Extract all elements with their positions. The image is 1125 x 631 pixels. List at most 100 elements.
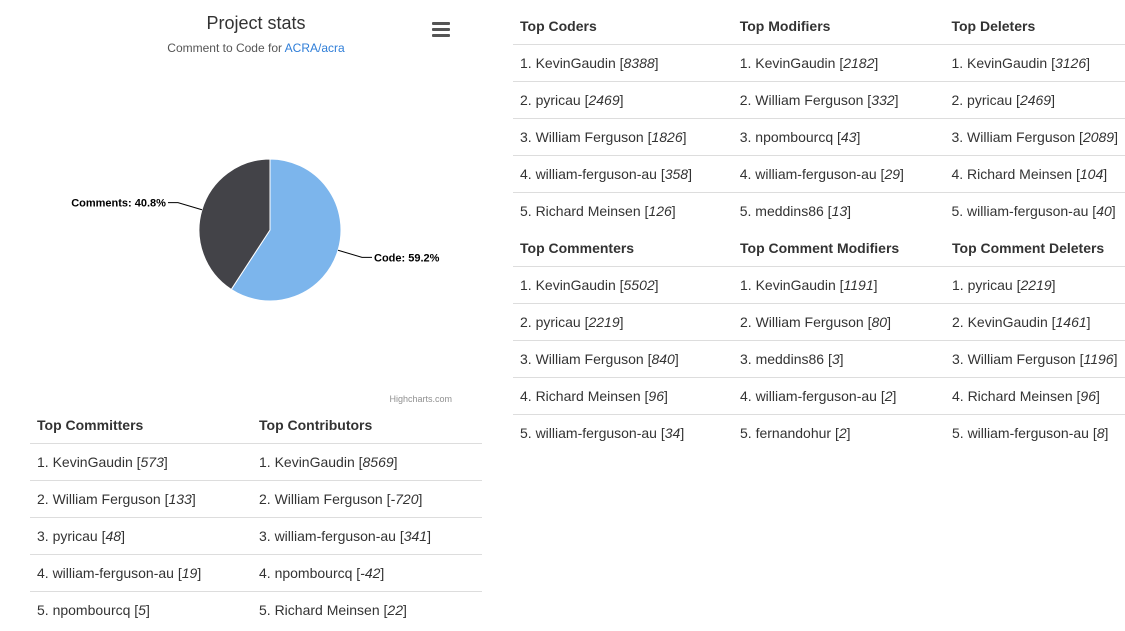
table-row: 3. William Ferguson [ 1826] 3. npombourcq … (513, 118, 1125, 156)
table-cell: 5. fernandohur [2] (733, 414, 945, 451)
count-value: 29 (884, 166, 901, 182)
count-value: 43 (840, 129, 857, 145)
table-cell: 2. pyricau [2219] (513, 303, 733, 341)
table-row: 5. william-ferguson-au [34] 5. fernandohu… (513, 414, 1125, 451)
header-top-coders: Top Coders (513, 7, 733, 45)
rank-name: 4. npombourcq [ (259, 565, 361, 581)
committers-table: Top Committers Top Contributors 1. Kevin… (30, 406, 482, 628)
rank-name: 5. william-ferguson-au [ (520, 425, 665, 441)
table-cell: 3. William Ferguson [2089] (944, 118, 1125, 156)
rank-name: 4. Richard Meinsen [ (951, 166, 1080, 182)
count-value: 40 (1096, 203, 1112, 219)
table-cell: 5. william-ferguson-au [8] (945, 414, 1125, 451)
bracket: ] (680, 425, 685, 441)
hamburger-icon-bar (432, 22, 450, 25)
rank-name: 5. william-ferguson-au [ (952, 425, 1097, 441)
rank-name: 3. npombourcq [ (739, 129, 841, 145)
rank-name: 1. KevinGaudin [ (259, 454, 363, 470)
rank-name: 5. fernandohur [ (740, 425, 839, 441)
rank-name: 5. william-ferguson-au [ (951, 203, 1097, 219)
table-cell: 1. KevinGaudin [5502] (513, 267, 733, 304)
hamburger-icon-bar (432, 28, 450, 31)
table-row: 3. William Ferguson [840] 3. meddins86 [3… (513, 340, 1125, 378)
table-row: 4. william-ferguson-au [358] 4. william-f… (513, 155, 1125, 193)
rank-name: 2. William Ferguson [ (259, 491, 391, 507)
rank-name: 4. william-ferguson-au [ (37, 565, 182, 581)
chart-menu-button[interactable] (432, 22, 450, 38)
count-value: 8388 (623, 55, 655, 71)
bracket: ] (1086, 55, 1091, 71)
bracket: ] (894, 92, 899, 108)
table-row: 1. KevinGaudin [573] 1. KevinGaudin [8569… (30, 444, 482, 481)
table-row: 5. npombourcq [5] 5. Richard Meinsen [22] (30, 591, 482, 628)
bracket: ] (846, 425, 851, 441)
table-cell: 3. pyricau [48] (30, 517, 252, 555)
count-value: 22 (387, 602, 403, 618)
header-top-contributors: Top Contributors (252, 406, 482, 444)
bracket: ] (1051, 92, 1055, 108)
table-row: 2. pyricau [2469] 2. William Ferguson [33… (513, 81, 1125, 119)
count-value: 19 (181, 565, 198, 581)
bracket: ] (418, 491, 423, 507)
table-cell: 2. William Ferguson [332] (732, 81, 945, 119)
bracket: ] (856, 129, 861, 145)
count-value: 34 (664, 425, 681, 441)
highcharts-credits[interactable]: Highcharts.com (389, 394, 452, 404)
count-value: -720 (390, 491, 419, 507)
count-value: 1191 (843, 277, 874, 293)
table-cell: 5. npombourcq [5] (30, 591, 252, 628)
table-cell: 2. KevinGaudin [1461] (945, 303, 1125, 341)
table-cell: 3. William Ferguson [1196] (945, 340, 1125, 378)
pie-slice-comments[interactable] (198, 158, 271, 291)
count-value: 1461 (1055, 314, 1087, 330)
rank-name: 4. Richard Meinsen [ (952, 388, 1081, 404)
table-row: 4. Richard Meinsen [96] 4. william-fergus… (513, 377, 1125, 415)
bracket: ] (1095, 388, 1100, 404)
bracket: ] (674, 351, 679, 367)
bracket: ] (671, 203, 676, 219)
count-value: 80 (871, 314, 888, 330)
rank-name: 5. meddins86 [ (739, 203, 832, 219)
rank-name: 1. KevinGaudin [ (520, 277, 624, 293)
count-value: 8569 (362, 454, 394, 470)
bracket: ] (1111, 203, 1116, 219)
table-cell: 3. William Ferguson [840] (513, 340, 733, 378)
rank-name: 2. pyricau [ (951, 92, 1020, 108)
count-value: 8 (1096, 425, 1105, 441)
count-value: -42 (360, 565, 381, 581)
count-value: 3 (831, 351, 840, 367)
bracket: ] (145, 602, 150, 618)
rank-name: 2. pyricau [ (520, 314, 589, 330)
bracket: ] (654, 55, 659, 71)
rank-name: 3. William Ferguson [ (952, 351, 1084, 367)
header-top-committers: Top Committers (30, 406, 252, 444)
table-cell: 2. pyricau [2469] (944, 81, 1125, 119)
table-cell: 4. william-ferguson-au [19] (30, 554, 252, 592)
hamburger-icon-bar (432, 34, 450, 37)
bracket: ] (191, 491, 196, 507)
count-value: 1826 (651, 129, 683, 145)
bracket: ] (1113, 351, 1118, 367)
bracket: ] (1051, 277, 1056, 293)
count-value: 2182 (843, 55, 875, 71)
bracket: ] (1086, 314, 1091, 330)
coders-table: Top Coders Top Modifiers Top Deleters 1.… (513, 7, 1125, 229)
bracket: ] (393, 454, 398, 470)
count-value: 2 (838, 425, 847, 441)
table-cell: 1. KevinGaudin [573] (30, 444, 252, 481)
count-value: 3126 (1054, 55, 1087, 71)
repo-link[interactable]: ACRA/acra (284, 41, 345, 55)
table-cell: 1. KevinGaudin [8388] (513, 45, 733, 82)
bracket: ] (900, 166, 904, 182)
bracket: ] (619, 314, 624, 330)
count-value: 2469 (1019, 92, 1052, 108)
rank-name: 3. meddins86 [ (740, 351, 832, 367)
rank-name: 3. William Ferguson [ (520, 351, 652, 367)
bracket: ] (847, 203, 852, 219)
table-cell: 5. Richard Meinsen [22] (252, 591, 482, 628)
rank-name: 1. KevinGaudin [ (520, 55, 624, 71)
rank-name: 3. William Ferguson [ (951, 129, 1083, 145)
count-value: 104 (1079, 166, 1104, 182)
table-cell: 4. william-ferguson-au [29] (732, 155, 945, 193)
rank-name: 5. Richard Meinsen [ (259, 602, 388, 618)
